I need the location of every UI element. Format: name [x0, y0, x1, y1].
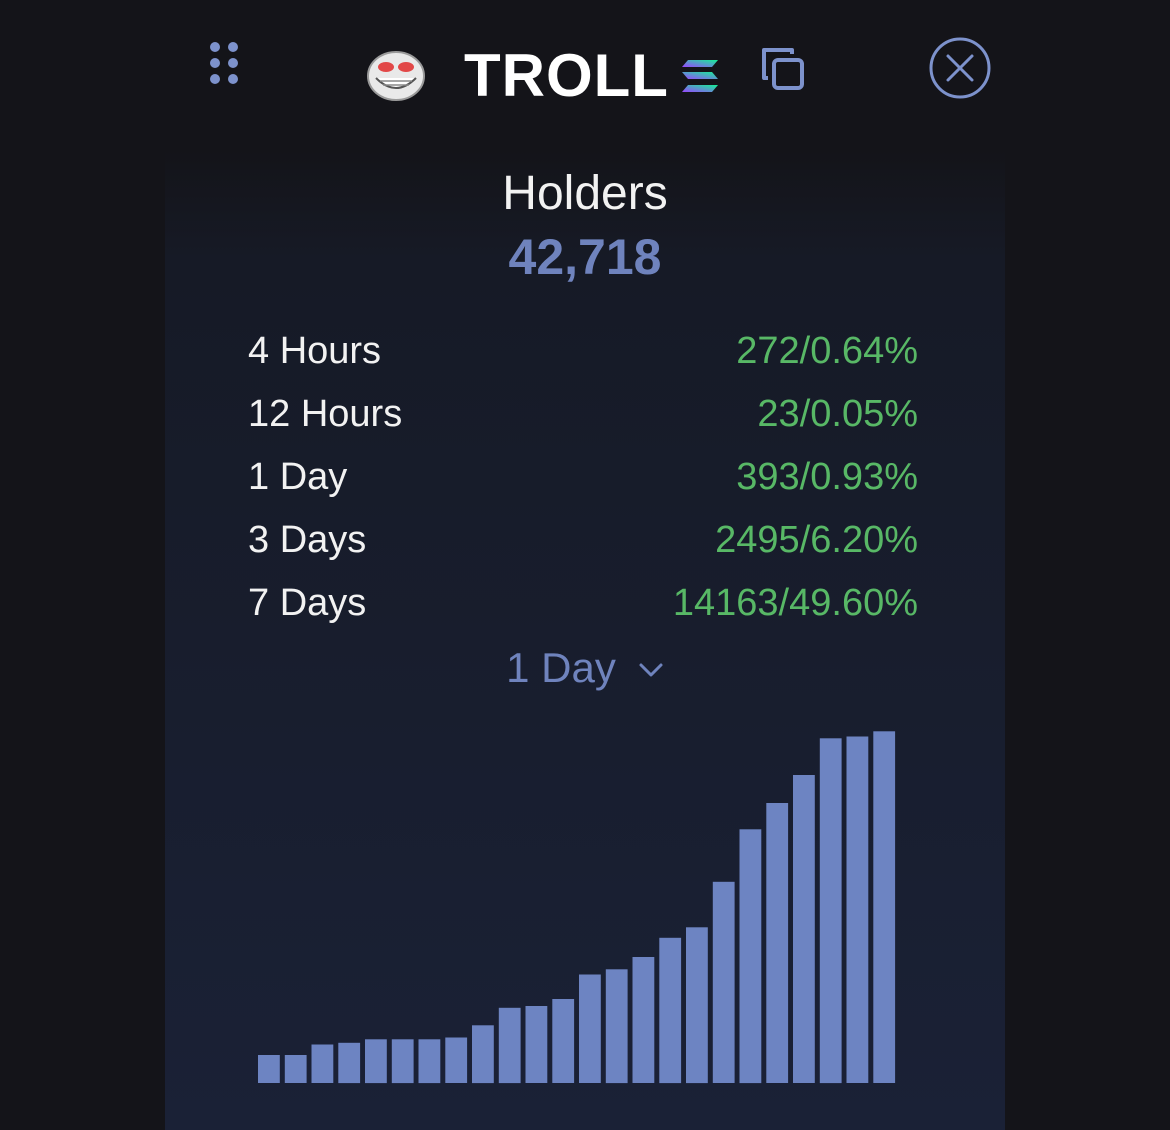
range-select[interactable]: 1 Day	[0, 644, 1170, 692]
stat-value: 2495/6.20%	[715, 519, 918, 561]
copy-icon[interactable]	[758, 44, 810, 96]
stat-row-3-days: 3 Days 2495/6.20%	[248, 509, 918, 572]
stat-label: 4 Hours	[248, 330, 382, 372]
close-circle-icon[interactable]	[928, 36, 992, 100]
stat-row-1-day: 1 Day 393/0.93%	[248, 446, 918, 509]
stat-value: 23/0.05%	[757, 393, 918, 435]
chevron-down-icon	[639, 663, 663, 677]
token-name: TROLL	[464, 42, 669, 109]
stat-label: 1 Day	[248, 456, 348, 498]
stat-label: 12 Hours	[248, 393, 403, 435]
header: TROLL	[0, 0, 1170, 140]
holders-title: Holders	[502, 167, 668, 220]
stat-value: 272/0.64%	[736, 330, 918, 372]
range-select-value: 1 Day	[506, 644, 616, 691]
solana-icon	[682, 60, 718, 92]
stat-label: 7 Days	[248, 582, 367, 624]
holder-change-stats: 4 Hours 272/0.64% 12 Hours 23/0.05% 1 Da…	[248, 320, 918, 635]
stat-row-4-hours: 4 Hours 272/0.64%	[248, 320, 918, 383]
stat-row-12-hours: 12 Hours 23/0.05%	[248, 383, 918, 446]
drag-handle-icon[interactable]	[210, 42, 242, 92]
stat-value: 14163/49.60%	[672, 582, 918, 624]
troll-face-icon	[367, 51, 425, 101]
holders-count: 42,718	[508, 229, 662, 285]
stat-value: 393/0.93%	[736, 456, 918, 498]
stat-row-7-days: 7 Days 14163/49.60%	[248, 572, 918, 635]
stat-label: 3 Days	[248, 519, 367, 561]
